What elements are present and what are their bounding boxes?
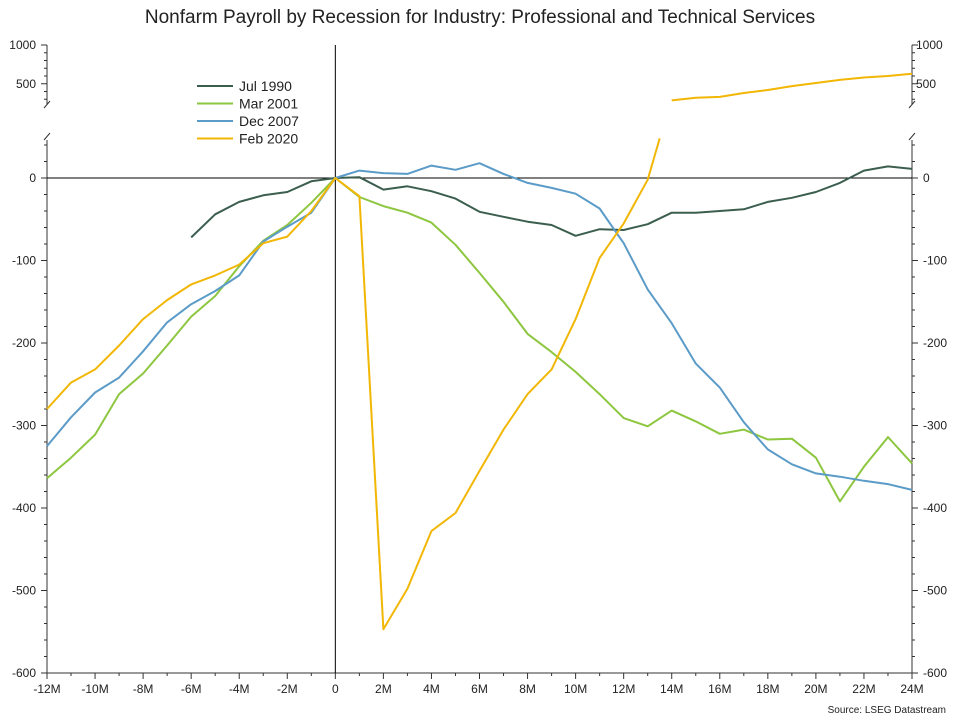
axes [41, 44, 918, 679]
x-tick-label: 2M [375, 682, 392, 696]
legend-label-jul-1990: Jul 1990 [239, 78, 292, 94]
y-tick-label-right: -600 [923, 666, 947, 680]
legend-label-feb-2020: Feb 2020 [239, 131, 298, 147]
tick-labels: -12M -10M -8M -6M -4M -2M 0 2M 4M 6M 8M 10M 12M 14M 16… [9, 38, 947, 696]
x-tick-label: -12M [33, 682, 60, 696]
x-tick-label: 20M [804, 682, 827, 696]
series-line-feb-2020-upper [671, 72, 913, 102]
y-tick-label-right-upper: 500 [916, 77, 936, 91]
y-tick-label-right: -100 [923, 254, 947, 268]
x-tick-label: 16M [708, 682, 731, 696]
axis-break-mark [908, 100, 916, 109]
series-line-mar-2001 [46, 177, 913, 503]
y-tick-label-right: 0 [923, 171, 930, 185]
y-tick-label-left-upper: 500 [16, 77, 36, 91]
y-tick-label-left: -200 [12, 336, 36, 350]
x-tick-label: 8M [519, 682, 536, 696]
legend-label-dec-2007: Dec 2007 [239, 113, 299, 129]
y-tick-label-right: -400 [923, 501, 947, 515]
x-tick-label: 6M [471, 682, 488, 696]
x-tick-label: 22M [852, 682, 875, 696]
y-tick-label-right: -300 [923, 419, 947, 433]
source-note: Source: LSEG Datastream [828, 705, 946, 716]
y-tick-label-left: -500 [12, 584, 36, 598]
y-tick-label-right: -500 [923, 584, 947, 598]
x-tick-label: 12M [612, 682, 635, 696]
y-tick-label-left: -100 [12, 254, 36, 268]
x-tick-label: 4M [423, 682, 440, 696]
series-line-feb-2020 [46, 138, 661, 631]
plot-area [46, 72, 913, 631]
x-tick-label: -10M [81, 682, 108, 696]
series-line-dec-2007 [46, 162, 913, 491]
axis-break-mark [43, 100, 51, 109]
y-tick-label-left: -600 [12, 666, 36, 680]
y-tick-label-left-upper: 1000 [9, 38, 36, 52]
x-tick-label: 18M [756, 682, 779, 696]
x-tick-label: -8M [133, 682, 154, 696]
y-tick-label-left: 0 [29, 171, 36, 185]
y-tick-label-right: -200 [923, 336, 947, 350]
x-tick-label: 10M [564, 682, 587, 696]
axis-break-mark [908, 132, 916, 141]
legend-label-mar-2001: Mar 2001 [239, 96, 298, 112]
x-tick-label: -4M [229, 682, 250, 696]
axis-break-mark [43, 132, 51, 141]
y-tick-label-right-upper: 1000 [916, 38, 943, 52]
y-tick-label-left: -400 [12, 501, 36, 515]
x-tick-label: -6M [181, 682, 202, 696]
x-tick-label: -2M [277, 682, 298, 696]
x-tick-label: 24M [900, 682, 923, 696]
x-tick-label: 14M [660, 682, 683, 696]
series-line-jul-1990 [190, 165, 913, 239]
x-tick-label: 0 [332, 682, 339, 696]
chart-title: Nonfarm Payroll by Recession for Industr… [145, 7, 815, 28]
y-tick-label-left: -300 [12, 419, 36, 433]
